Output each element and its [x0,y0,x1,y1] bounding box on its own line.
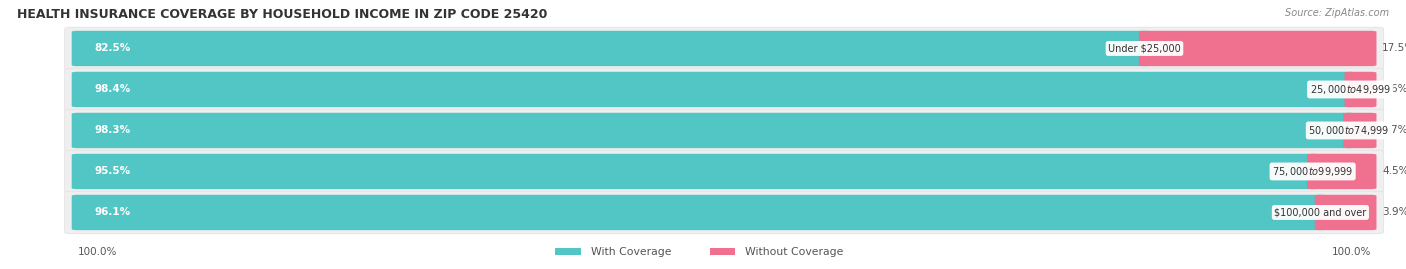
Text: 98.3%: 98.3% [94,125,131,136]
FancyBboxPatch shape [1344,72,1376,107]
Text: HEALTH INSURANCE COVERAGE BY HOUSEHOLD INCOME IN ZIP CODE 25420: HEALTH INSURANCE COVERAGE BY HOUSEHOLD I… [17,8,547,21]
Text: 3.9%: 3.9% [1382,207,1406,217]
Text: $75,000 to $99,999: $75,000 to $99,999 [1272,165,1353,178]
Text: 82.5%: 82.5% [94,44,131,54]
FancyBboxPatch shape [65,191,1384,234]
FancyBboxPatch shape [710,248,735,255]
Text: $25,000 to $49,999: $25,000 to $49,999 [1309,83,1391,96]
FancyBboxPatch shape [72,113,1354,148]
FancyBboxPatch shape [65,109,1384,152]
FancyBboxPatch shape [1315,195,1376,230]
FancyBboxPatch shape [1139,31,1376,66]
FancyBboxPatch shape [1343,113,1376,148]
Text: 100.0%: 100.0% [1331,246,1371,257]
Text: 98.4%: 98.4% [94,84,131,94]
Text: Under $25,000: Under $25,000 [1108,44,1181,54]
Text: 1.7%: 1.7% [1382,125,1406,136]
FancyBboxPatch shape [72,31,1150,66]
Text: With Coverage: With Coverage [591,246,671,257]
FancyBboxPatch shape [72,154,1319,189]
Text: 17.5%: 17.5% [1382,44,1406,54]
Text: 4.5%: 4.5% [1382,167,1406,176]
Text: Source: ZipAtlas.com: Source: ZipAtlas.com [1285,8,1389,18]
Text: 95.5%: 95.5% [94,167,131,176]
Text: 1.6%: 1.6% [1382,84,1406,94]
FancyBboxPatch shape [1308,154,1376,189]
Text: $50,000 to $74,999: $50,000 to $74,999 [1308,124,1389,137]
FancyBboxPatch shape [555,248,581,255]
Text: 96.1%: 96.1% [94,207,131,217]
Text: Without Coverage: Without Coverage [745,246,844,257]
FancyBboxPatch shape [72,195,1326,230]
Text: $100,000 and over: $100,000 and over [1274,207,1367,217]
FancyBboxPatch shape [65,68,1384,111]
Text: 100.0%: 100.0% [77,246,117,257]
FancyBboxPatch shape [72,72,1355,107]
FancyBboxPatch shape [65,27,1384,70]
FancyBboxPatch shape [65,150,1384,193]
